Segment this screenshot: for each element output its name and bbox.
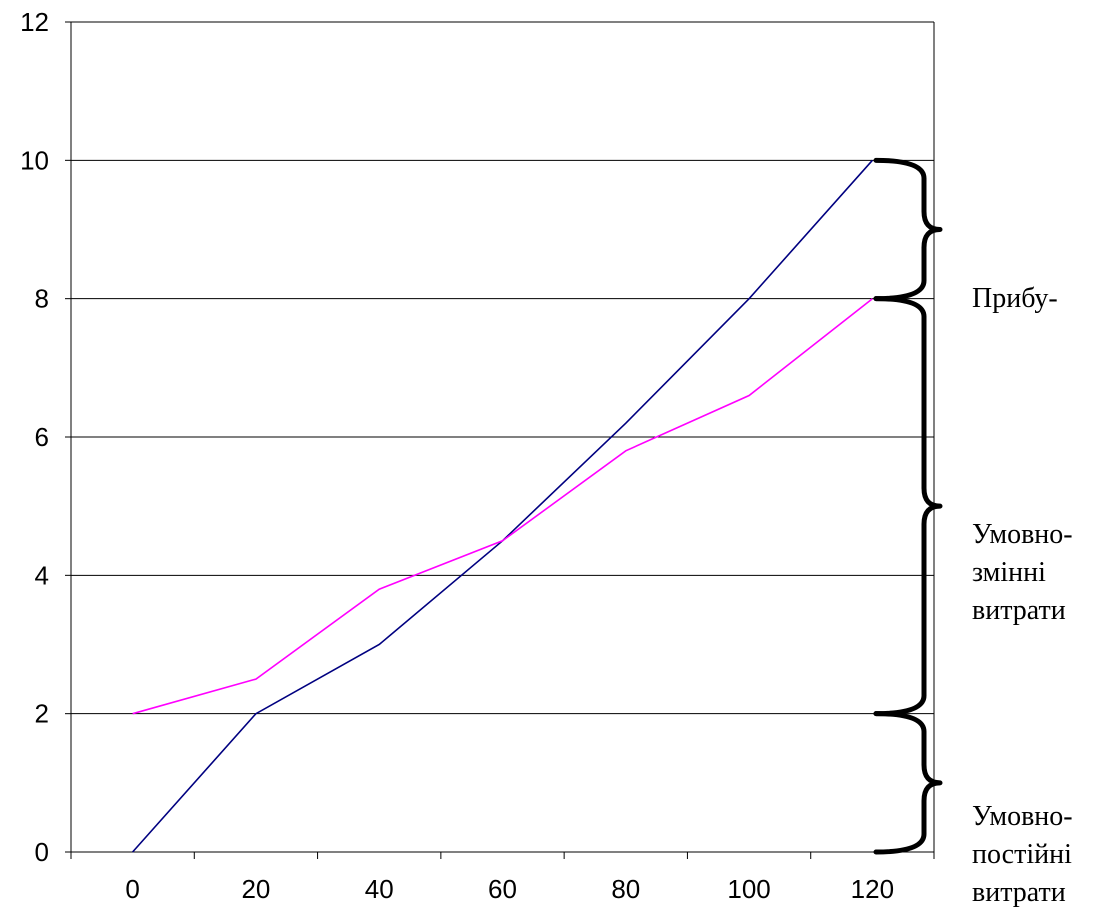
profit-label-line: Прибу-	[972, 283, 1058, 314]
x-tick-label: 100	[727, 874, 770, 904]
fixed-costs-line-1: Умовно-	[972, 801, 1073, 832]
x-tick-label: 0	[125, 874, 139, 904]
y-tick-label: 2	[35, 699, 49, 729]
series-line-1	[132, 159, 873, 853]
series-lines	[132, 159, 873, 853]
gridlines	[71, 21, 934, 715]
brace-1	[873, 157, 943, 302]
x-tick-label: 60	[488, 874, 517, 904]
y-tick-label: 6	[35, 422, 49, 452]
y-tick-label: 8	[35, 284, 49, 314]
x-tick-label: 40	[365, 874, 394, 904]
x-tick-label: 80	[611, 874, 640, 904]
variable-costs-line-3: витрати	[972, 595, 1066, 626]
fixed-costs-line-2: постійні	[972, 839, 1072, 870]
profit-label: Прибу-	[972, 280, 1058, 318]
y-tick-label: 4	[35, 560, 49, 590]
brace-2	[873, 296, 943, 717]
variable-costs-label: Умовно- змінні витрати	[972, 516, 1073, 630]
y-tick-label: 10	[20, 145, 49, 175]
x-tick-label: 120	[851, 874, 894, 904]
variable-costs-line-1: Умовно-	[972, 519, 1073, 550]
x-tick-label: 20	[241, 874, 270, 904]
fixed-costs-line-3: витрати	[972, 877, 1066, 908]
braces	[873, 157, 943, 855]
y-tick-label: 12	[20, 7, 49, 37]
series-line-2	[132, 298, 873, 715]
brace-3	[873, 711, 943, 855]
variable-costs-line-2: змінні	[972, 557, 1046, 588]
fixed-costs-label: Умовно- постійні витрати	[972, 798, 1073, 912]
y-tick-label: 0	[35, 837, 49, 867]
